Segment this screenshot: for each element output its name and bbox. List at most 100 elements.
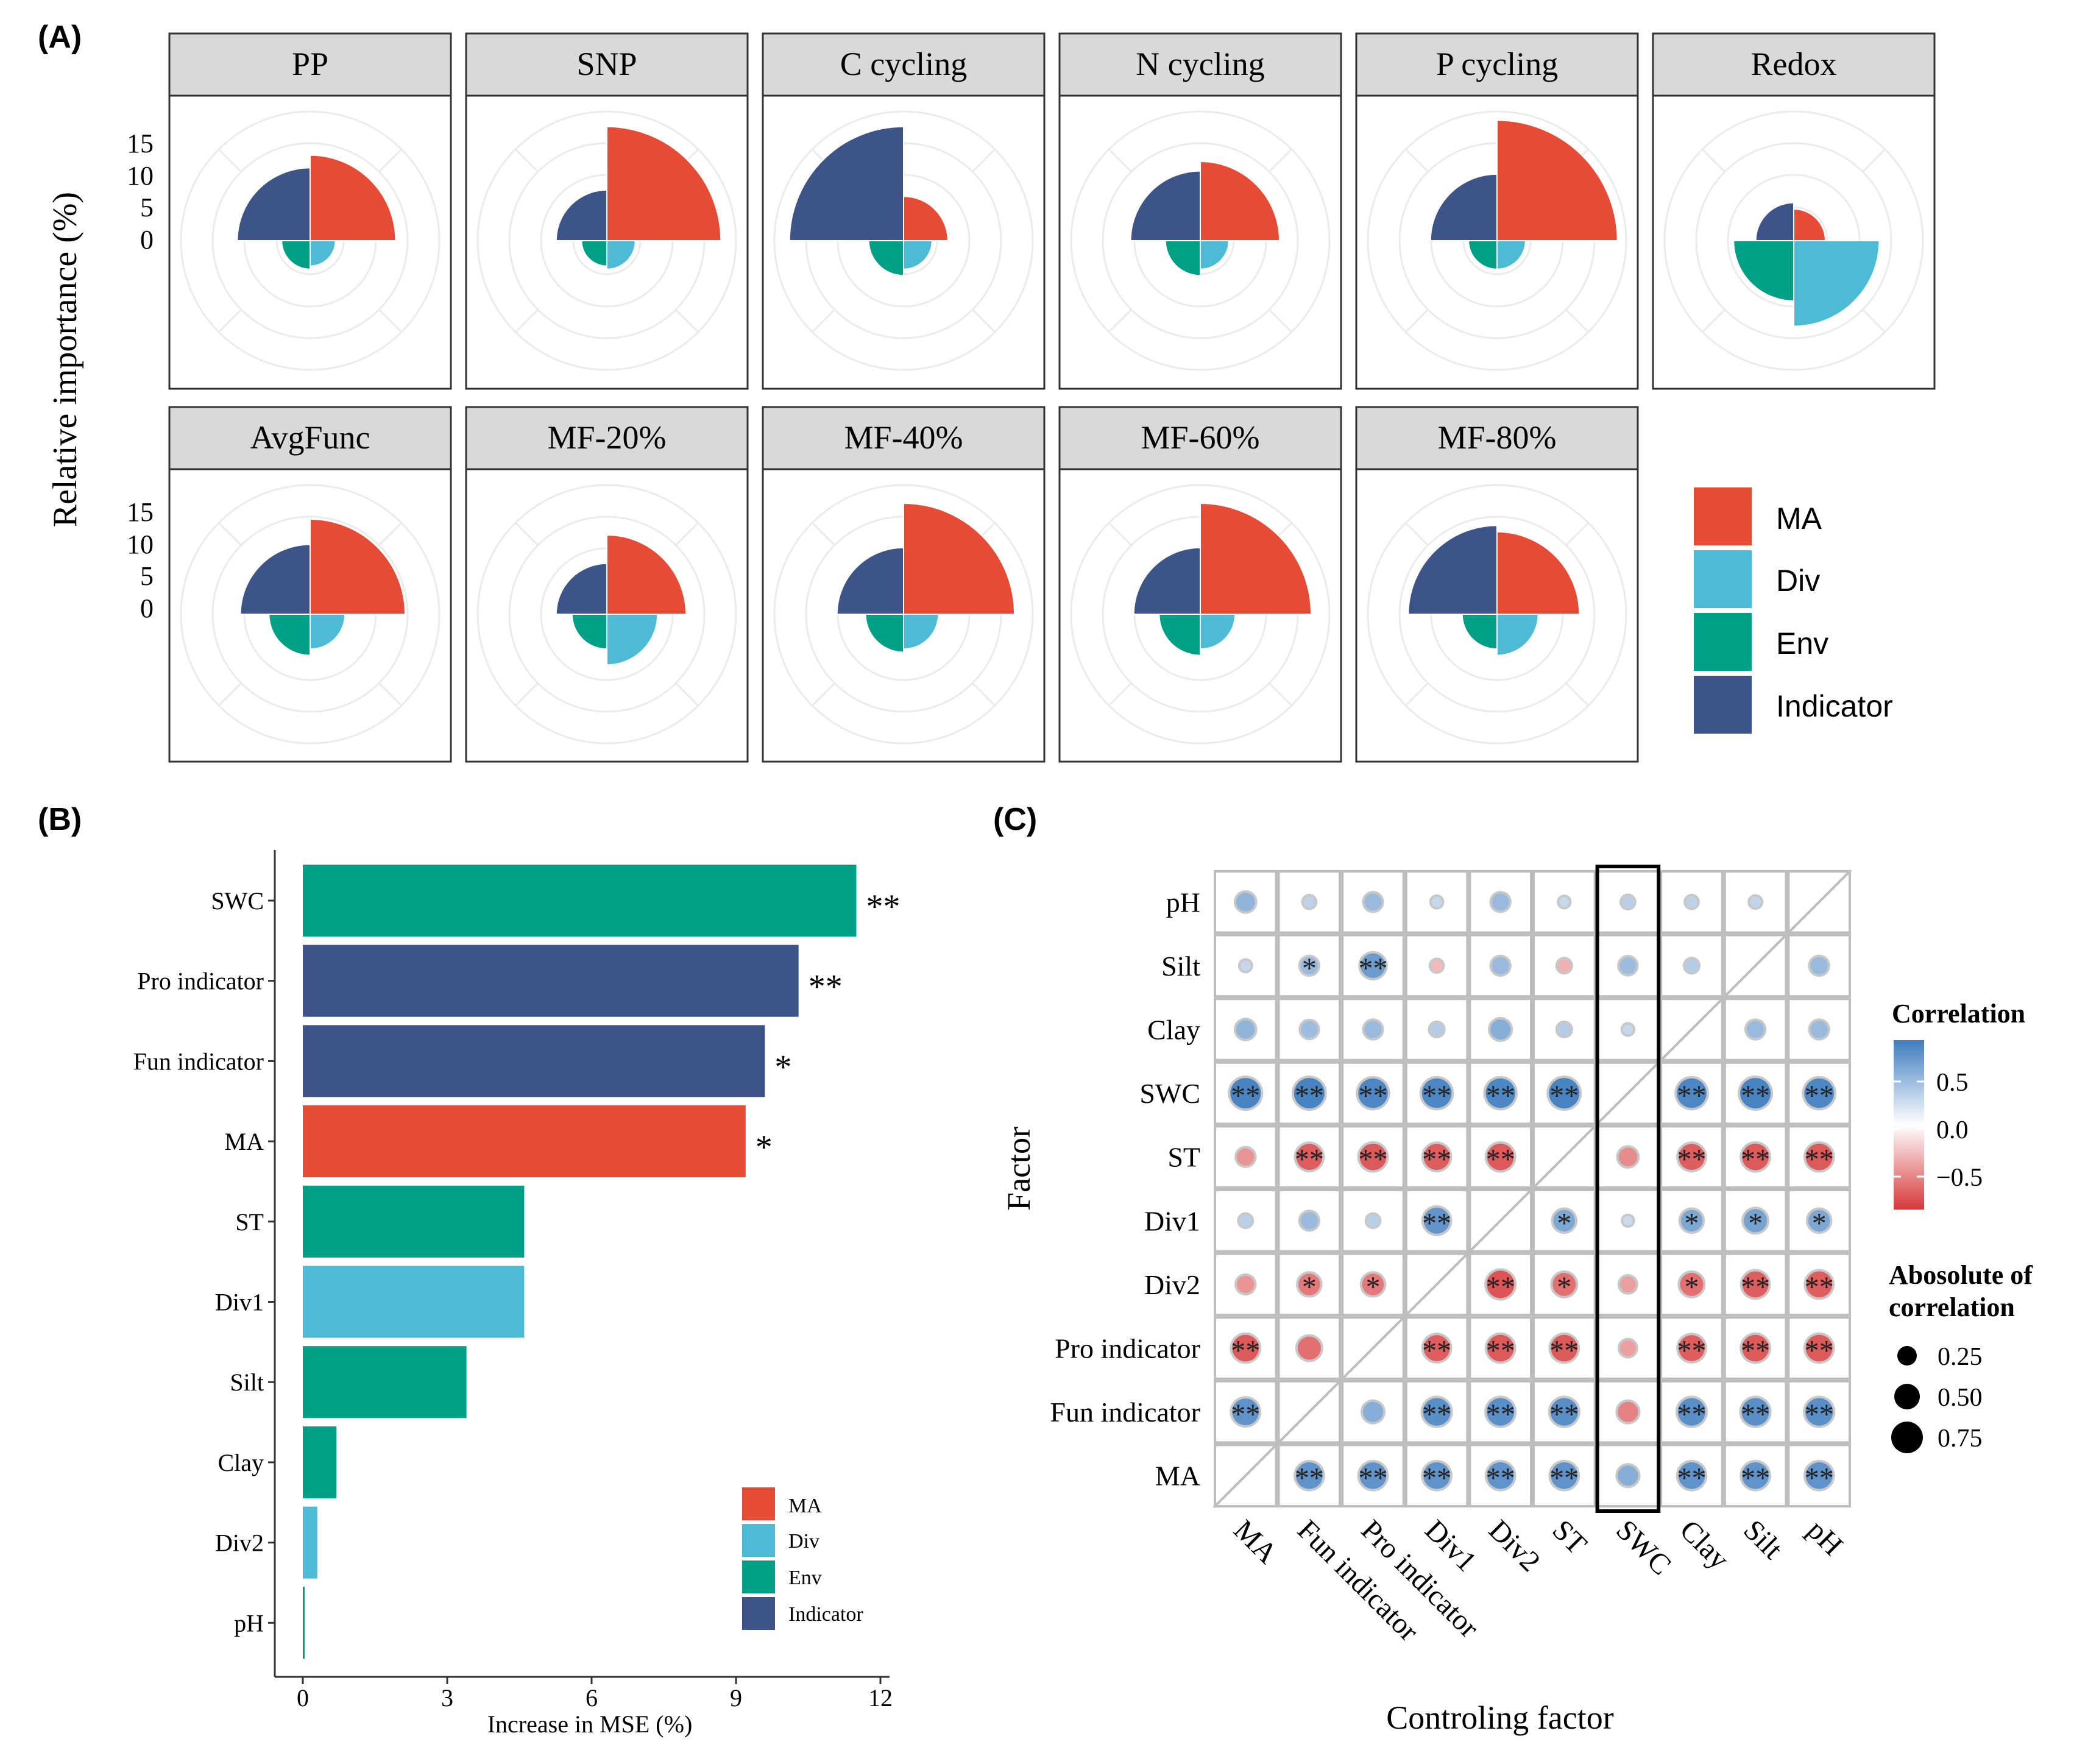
ytick-15: 15 bbox=[127, 497, 154, 527]
polar-bar-div bbox=[1496, 240, 1526, 270]
corr-dot-pro-indicator-div2 bbox=[1487, 1334, 1514, 1362]
polar-bar-div bbox=[1200, 614, 1236, 650]
corr-dot-fun-indicator-clay bbox=[1677, 1398, 1706, 1426]
matrix-cell bbox=[1723, 870, 1788, 934]
corr-significance: ** bbox=[1677, 1462, 1707, 1495]
polar-grid-ring bbox=[1695, 142, 1892, 339]
polar-grid-spoke bbox=[1269, 682, 1292, 706]
polar-bar-indicator bbox=[1429, 173, 1498, 241]
polar-grid-spoke bbox=[1565, 309, 1589, 333]
ytick-5: 5 bbox=[140, 193, 154, 222]
facet-mf-60: MF-60% bbox=[1058, 406, 1342, 763]
row-label-div1: Div1 bbox=[1144, 1205, 1200, 1236]
polar-grid-ring bbox=[211, 515, 409, 713]
facet-strip bbox=[762, 406, 1046, 470]
corr-dot-ph-pro-indicator bbox=[1364, 893, 1382, 911]
legend-swatch-env bbox=[1694, 613, 1752, 671]
polar-grid-spoke bbox=[515, 149, 539, 172]
polar-grid-ring bbox=[180, 110, 441, 371]
panel-a-yticks-row2: 15 10 5 0 bbox=[127, 497, 154, 623]
corr-dot-silt-div1 bbox=[1431, 960, 1443, 972]
corr-dot-div1-silt bbox=[1744, 1209, 1768, 1233]
polar-bar-div bbox=[1793, 240, 1880, 327]
facet-snp: SNP bbox=[465, 32, 749, 390]
polar-grid-spoke bbox=[812, 309, 835, 333]
size-legend-title-line1: Abosolute of bbox=[1889, 1260, 2033, 1290]
ytick-10: 10 bbox=[127, 530, 154, 559]
corr-dot-pro-indicator-clay bbox=[1679, 1335, 1705, 1361]
facet-strip bbox=[1058, 406, 1342, 470]
corr-dot-silt-swc bbox=[1619, 957, 1637, 974]
polar-grid-spoke bbox=[1702, 309, 1725, 333]
corr-significance: ** bbox=[1486, 1144, 1515, 1176]
polar-grid-spoke bbox=[218, 149, 242, 172]
polar-grid-spoke bbox=[1862, 149, 1886, 172]
corr-significance: ** bbox=[1231, 1335, 1260, 1367]
corr-dot-ma-swc bbox=[1618, 1465, 1638, 1486]
panel-c-label: (C) bbox=[993, 802, 1037, 837]
bar-clay bbox=[303, 1426, 337, 1498]
col-label-swc: SWC bbox=[1610, 1514, 1677, 1581]
matrix-cell bbox=[1341, 997, 1405, 1061]
polar-bar-indicator bbox=[555, 189, 607, 241]
corr-dot-swc-pro-indicator bbox=[1358, 1078, 1388, 1108]
corr-dot-st-silt bbox=[1742, 1143, 1769, 1171]
xtick-0: 0 bbox=[297, 1684, 309, 1712]
polar-bar-div bbox=[310, 240, 336, 267]
polar-grid-ring bbox=[211, 142, 409, 339]
polar-grid-spoke bbox=[378, 149, 402, 172]
matrix-cell bbox=[1723, 1380, 1788, 1444]
polar-bar-env bbox=[571, 614, 607, 650]
corr-dot-st-pro-indicator bbox=[1359, 1143, 1387, 1171]
corr-dot-ph-swc bbox=[1622, 896, 1634, 909]
bar-chart-marks: SWC ** Pro indicator ** Fun indicator * MA * ST D… bbox=[133, 865, 901, 1684]
corr-significance: ** bbox=[1677, 1398, 1707, 1431]
polar-grid-ring bbox=[1070, 484, 1331, 745]
polar-bar-env bbox=[1158, 614, 1201, 656]
polar-grid-spoke bbox=[1405, 149, 1429, 172]
corr-significance: ** bbox=[1805, 1335, 1834, 1367]
row-label-swc: SWC bbox=[1139, 1078, 1200, 1109]
polar-bar-indicator bbox=[239, 544, 311, 615]
significance-label: ** bbox=[809, 968, 843, 1006]
polar-bar-indicator bbox=[236, 167, 311, 241]
corr-significance: * bbox=[1557, 1271, 1571, 1303]
bar-label-div2: Div2 bbox=[215, 1529, 264, 1557]
polar-grid-spoke bbox=[378, 682, 402, 706]
corr-significance: * bbox=[1366, 1271, 1381, 1303]
size-legend-label-0.75: 0.75 bbox=[1938, 1425, 1983, 1453]
corr-significance: ** bbox=[1422, 1207, 1451, 1239]
polar-grid-spoke bbox=[1108, 309, 1132, 333]
polar-bar-div bbox=[903, 240, 933, 270]
corr-dot-div2-swc bbox=[1619, 1276, 1636, 1292]
facet-avgfunc: AvgFunc bbox=[168, 406, 452, 763]
corr-dot-st-ma bbox=[1237, 1148, 1255, 1166]
corr-significance: ** bbox=[1741, 1144, 1770, 1176]
matrix-cell bbox=[1723, 1125, 1788, 1189]
correlation-matrix: * **** ** ** ** ** ** ** ** **** ** ** ** ** ** **** * * *… bbox=[1050, 865, 1852, 1648]
panel-c: (C) * **** ** ** ** ** ** ** ** **** ** ** ** ** ** ***… bbox=[993, 802, 2033, 1736]
panel-a-ylabel: Relative importance (%) bbox=[46, 192, 84, 527]
highlight-box-swc bbox=[1595, 865, 1661, 1513]
polar-grid-ring bbox=[508, 515, 706, 713]
polar-bar-env bbox=[1461, 614, 1498, 650]
panel-a: (A) Relative importance (%) PP SNP C cycli… bbox=[38, 19, 1936, 763]
corr-dot-fun-indicator-swc bbox=[1618, 1401, 1638, 1422]
corr-dot-clay-fun-indicator bbox=[1301, 1021, 1318, 1038]
polar-grid-spoke bbox=[515, 522, 539, 546]
corr-dot-pro-indicator-silt bbox=[1742, 1334, 1769, 1362]
xtick-3: 3 bbox=[441, 1684, 453, 1712]
polar-bar-div bbox=[606, 614, 659, 666]
corr-dot-swc-ph bbox=[1804, 1078, 1834, 1108]
corr-dot-silt-ma bbox=[1240, 960, 1251, 971]
corr-dot-fun-indicator-pro-indicator bbox=[1362, 1401, 1384, 1422]
corr-dot-fun-indicator-silt bbox=[1741, 1398, 1769, 1426]
row-label-clay: Clay bbox=[1147, 1015, 1200, 1046]
polar-grid-spoke bbox=[1565, 682, 1589, 706]
polar-bar-div bbox=[606, 240, 636, 270]
corr-dot-clay-div1 bbox=[1430, 1022, 1443, 1036]
corr-dot-ph-ma bbox=[1236, 892, 1255, 912]
polar-grid-spoke bbox=[1565, 522, 1589, 546]
corr-dot-fun-indicator-div1 bbox=[1423, 1398, 1451, 1426]
facet-strip bbox=[465, 32, 749, 97]
